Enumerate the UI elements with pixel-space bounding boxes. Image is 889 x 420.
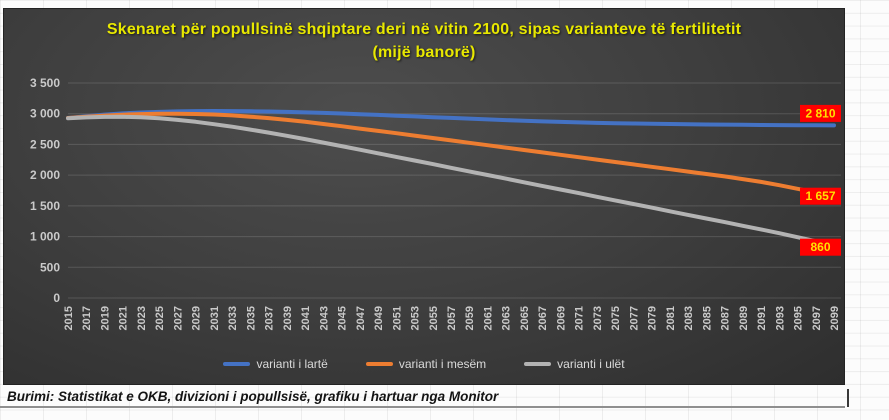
x-axis-tick-label: 2089 bbox=[738, 306, 750, 330]
x-axis-tick-label: 2069 bbox=[555, 306, 567, 330]
x-axis-tick-label: 2099 bbox=[829, 306, 841, 330]
x-axis-tick-label: 2017 bbox=[81, 306, 93, 330]
y-axis-tick-label: 0 bbox=[53, 291, 60, 305]
x-axis-tick-label: 2093 bbox=[774, 306, 786, 330]
x-axis-tick-label: 2021 bbox=[118, 306, 130, 330]
end-value-label-box bbox=[800, 187, 841, 205]
x-axis-tick-label: 2047 bbox=[355, 306, 367, 330]
y-axis-tick-label: 1 000 bbox=[30, 230, 60, 244]
legend-line-swatch bbox=[524, 361, 552, 367]
x-axis-tick-label: 2041 bbox=[300, 306, 312, 330]
legend-item-varianti-i-mesëm: varianti i mesëm bbox=[365, 357, 487, 371]
y-axis-tick-label: 2 500 bbox=[30, 137, 60, 151]
x-axis-tick-label: 2015 bbox=[63, 306, 75, 330]
legend-item-varianti-i-ulët: varianti i ulët bbox=[524, 357, 625, 371]
x-axis-tick-label: 2079 bbox=[647, 306, 659, 330]
legend-line-swatch bbox=[223, 361, 251, 367]
x-axis-tick-label: 2023 bbox=[136, 306, 148, 330]
end-value-label: 860 bbox=[810, 240, 830, 254]
x-axis-tick-label: 2077 bbox=[628, 306, 640, 330]
x-axis-tick-label: 2035 bbox=[245, 306, 257, 330]
x-axis-tick-label: 2051 bbox=[391, 306, 403, 330]
x-axis-tick-label: 2045 bbox=[337, 306, 349, 330]
x-axis-tick-label: 2083 bbox=[683, 306, 695, 330]
x-axis-tick-label: 2019 bbox=[100, 306, 112, 330]
x-axis-tick-label: 2057 bbox=[446, 306, 458, 330]
end-value-label: 1 657 bbox=[805, 189, 835, 203]
x-axis-tick-label: 2067 bbox=[537, 306, 549, 330]
source-note: Burimi: Statistikat e OKB, divizioni i p… bbox=[7, 388, 499, 404]
x-axis-tick-label: 2061 bbox=[483, 306, 495, 330]
x-axis-tick-label: 2037 bbox=[264, 306, 276, 330]
legend-label: varianti i ulët bbox=[557, 357, 625, 371]
x-axis-tick-label: 2097 bbox=[811, 306, 823, 330]
chart-area[interactable]: Skenaret për popullsinë shqiptare deri n… bbox=[3, 8, 845, 385]
chart-title: Skenaret për popullsinë shqiptare deri n… bbox=[106, 21, 742, 62]
x-axis-tick-label: 2087 bbox=[720, 306, 732, 330]
x-axis-tick-label: 2081 bbox=[665, 306, 677, 330]
end-value-label-box bbox=[800, 104, 841, 122]
x-axis-tick-label: 2043 bbox=[318, 306, 330, 330]
x-axis-tick-label: 2033 bbox=[227, 306, 239, 330]
legend-line-swatch bbox=[365, 361, 393, 367]
x-axis-tick-label: 2027 bbox=[172, 306, 184, 330]
series-line-varianti-i-lartë bbox=[66, 109, 836, 128]
x-axis-tick-label: 2085 bbox=[701, 306, 713, 330]
end-value-label: 2 810 bbox=[805, 106, 835, 120]
y-axis-tick-label: 2 000 bbox=[30, 168, 60, 182]
x-axis-tick-label: 2095 bbox=[793, 306, 805, 330]
x-axis-tick-label: 2029 bbox=[191, 306, 203, 330]
x-axis-tick-label: 2071 bbox=[574, 306, 586, 330]
legend-label: varianti i mesëm bbox=[398, 357, 487, 371]
chart-legend: varianti i lartë varianti i mesëm varianti… bbox=[4, 357, 844, 371]
x-axis-tick-label: 2055 bbox=[428, 306, 440, 330]
y-axis-tick-label: 3 000 bbox=[30, 107, 60, 121]
x-axis-tick-label: 2049 bbox=[373, 306, 385, 330]
x-axis-tick-label: 2073 bbox=[592, 306, 604, 330]
x-axis-tick-label: 2059 bbox=[464, 306, 476, 330]
x-axis-tick-label: 2053 bbox=[410, 306, 422, 330]
x-axis-tick-label: 2065 bbox=[519, 306, 531, 330]
series-line-varianti-i-mesëm bbox=[66, 111, 836, 199]
x-axis-tick-label: 2091 bbox=[756, 306, 768, 330]
x-axis-tick-label: 2063 bbox=[501, 306, 513, 330]
x-axis-tick-label: 2039 bbox=[282, 306, 294, 330]
legend-label: varianti i lartë bbox=[256, 357, 328, 371]
y-axis-tick-label: 3 500 bbox=[30, 76, 60, 90]
x-axis-tick-label: 2075 bbox=[610, 306, 622, 330]
legend-item-varianti-i-lartë: varianti i lartë bbox=[223, 357, 328, 371]
end-value-label-box bbox=[800, 238, 841, 256]
y-axis-tick-label: 1 500 bbox=[30, 199, 60, 213]
x-axis-tick-label: 2031 bbox=[209, 306, 221, 330]
x-axis-tick-label: 2025 bbox=[154, 306, 166, 330]
series-line-varianti-i-ulët bbox=[66, 114, 836, 248]
y-axis-tick-label: 500 bbox=[40, 260, 60, 274]
source-row: Burimi: Statistikat e OKB, divizioni i p… bbox=[0, 386, 845, 408]
text-cursor bbox=[847, 389, 849, 407]
